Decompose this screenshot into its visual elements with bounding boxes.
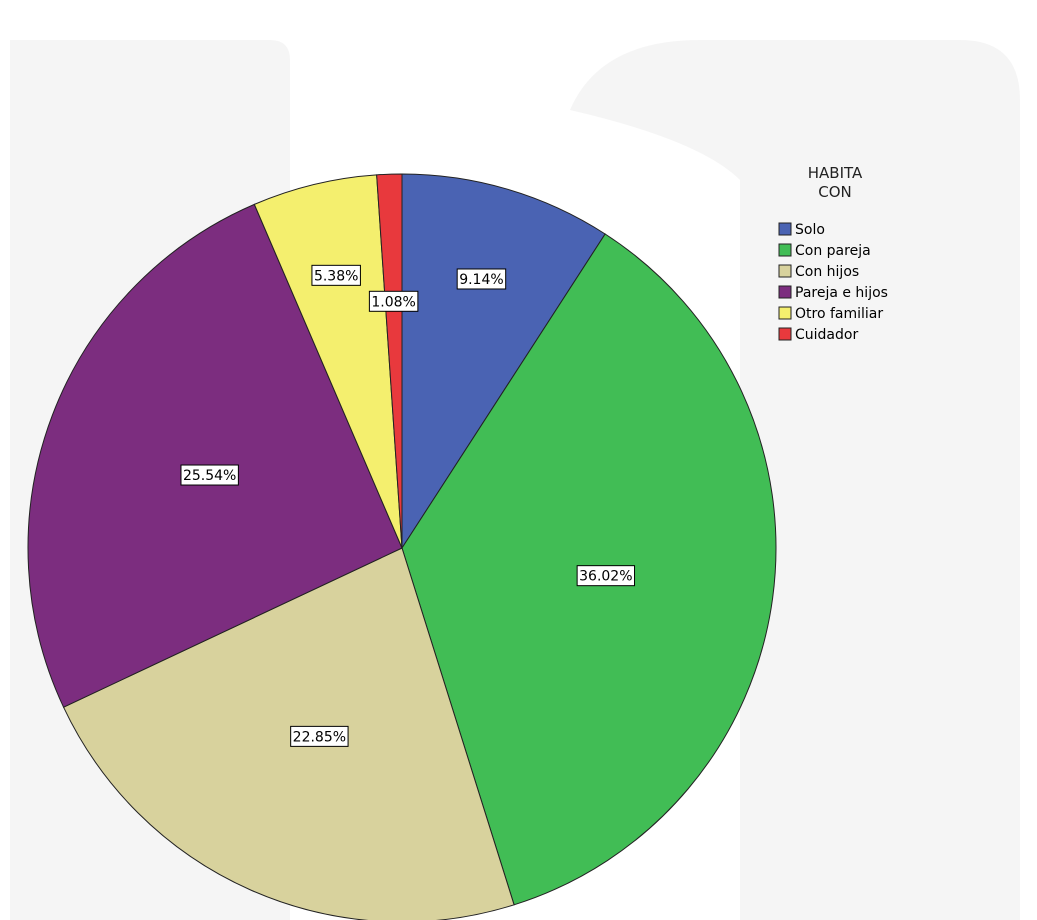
legend-label: Con hijos bbox=[795, 264, 859, 280]
data-label-box bbox=[311, 264, 361, 286]
data-label: 9.14% bbox=[456, 268, 507, 290]
data-label: 22.85% bbox=[290, 725, 349, 747]
data-label-text: 36.02% bbox=[579, 569, 632, 585]
data-label-text: 5.38% bbox=[314, 268, 358, 284]
legend-swatch bbox=[778, 327, 792, 341]
legend-swatch bbox=[778, 222, 792, 236]
pie-slice bbox=[62, 547, 515, 920]
data-label-box bbox=[456, 268, 507, 290]
legend-label: Pareja e hijos bbox=[795, 285, 888, 301]
pie-slice bbox=[27, 203, 403, 708]
legend-swatch bbox=[778, 285, 792, 299]
legend-label: Otro familiar bbox=[795, 306, 883, 322]
data-label-text: 1.08% bbox=[371, 294, 415, 310]
data-label-box bbox=[180, 464, 239, 486]
data-label: 36.02% bbox=[576, 565, 636, 587]
pie-slice bbox=[376, 173, 403, 549]
data-label-text: 25.54% bbox=[183, 468, 236, 484]
data-label: 25.54% bbox=[180, 464, 239, 486]
legend-label: Cuidador bbox=[795, 327, 858, 343]
legend-swatch bbox=[778, 243, 792, 257]
data-label-box bbox=[576, 565, 636, 587]
data-label-text: 9.14% bbox=[459, 272, 503, 288]
data-label-box bbox=[368, 290, 419, 312]
legend-swatch bbox=[778, 264, 792, 278]
legend-label: Con pareja bbox=[795, 243, 871, 259]
data-label: 1.08% bbox=[368, 290, 419, 312]
legend-label: Solo bbox=[795, 222, 825, 238]
data-label-text: 22.85% bbox=[293, 729, 346, 745]
legend-swatch bbox=[778, 306, 792, 320]
data-label-box bbox=[290, 725, 349, 747]
data-label: 5.38% bbox=[311, 264, 361, 286]
legend-title: HABITA CON bbox=[807, 164, 863, 201]
pie-slice bbox=[401, 173, 606, 550]
